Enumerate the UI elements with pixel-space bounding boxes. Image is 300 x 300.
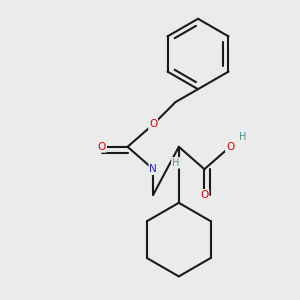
Text: O: O: [149, 119, 157, 129]
Text: O: O: [98, 142, 106, 152]
Text: O: O: [226, 142, 234, 152]
Text: N: N: [149, 164, 157, 174]
Text: H: H: [172, 158, 179, 168]
Text: H: H: [239, 132, 247, 142]
Text: O: O: [200, 190, 208, 200]
